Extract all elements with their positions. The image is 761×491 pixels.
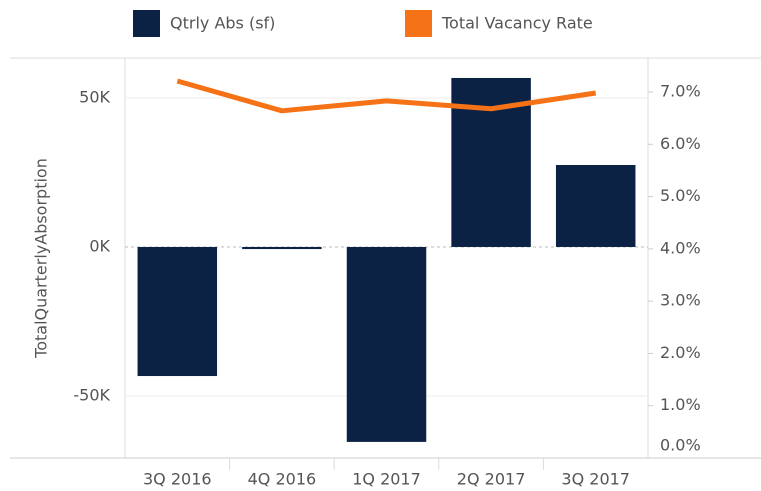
line <box>176 78 597 114</box>
y2-tick-label: 4.0% <box>660 238 701 257</box>
y-tick-label: 0K <box>89 236 110 255</box>
bar <box>346 246 427 442</box>
y2-tick-label: 0.0% <box>660 436 701 455</box>
x-tick-label: 4Q 2016 <box>248 470 317 489</box>
y2-tick-label: 1.0% <box>660 395 701 414</box>
x-tick-label: 2Q 2017 <box>457 470 526 489</box>
y-axis-title: TotalQuarterlyAbsorption <box>32 158 51 359</box>
bar <box>137 246 218 377</box>
y2-tick-label: 6.0% <box>660 134 701 153</box>
y2-tick-label: 7.0% <box>660 81 701 100</box>
bar <box>242 246 322 250</box>
y-tick-label: 50K <box>79 87 110 106</box>
bar <box>555 165 636 247</box>
y2-tick-label: 5.0% <box>660 186 701 205</box>
legend-label: Total Vacancy Rate <box>441 14 593 33</box>
legend-swatch <box>133 10 160 37</box>
y-tick-label: -50K <box>73 386 110 405</box>
y2-tick-label: 2.0% <box>660 343 701 362</box>
x-tick-label: 1Q 2017 <box>352 470 421 489</box>
legend-label: Qtrly Abs (sf) <box>170 14 275 33</box>
x-tick-label: 3Q 2016 <box>143 470 212 489</box>
legend-swatch <box>405 10 432 37</box>
x-tick-label: 3Q 2017 <box>561 470 630 489</box>
y2-tick-label: 3.0% <box>660 291 701 310</box>
